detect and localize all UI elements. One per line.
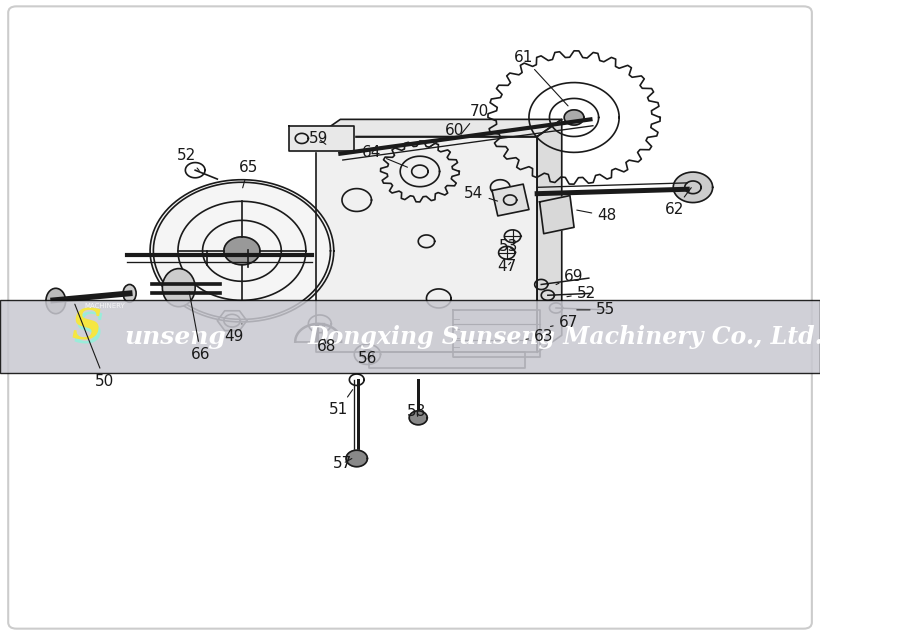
Text: 48: 48 [577,208,616,224]
Text: 58: 58 [407,404,427,419]
Polygon shape [150,180,334,322]
Ellipse shape [162,269,195,307]
Polygon shape [492,184,529,216]
Polygon shape [369,352,525,368]
Text: 62: 62 [665,188,691,217]
Text: 70: 70 [461,104,490,135]
Polygon shape [673,172,713,203]
Polygon shape [217,311,247,331]
Text: 47: 47 [497,259,517,274]
Text: 67: 67 [551,315,578,330]
Text: 50: 50 [75,304,114,389]
Polygon shape [289,126,355,151]
Text: 60: 60 [428,123,464,148]
Text: 68: 68 [317,338,336,354]
Polygon shape [224,237,260,265]
Text: 49: 49 [224,324,243,344]
Text: 53: 53 [499,239,518,254]
Text: 55: 55 [577,302,615,318]
Text: 51: 51 [329,390,353,417]
Text: 61: 61 [514,50,568,106]
Ellipse shape [46,288,66,314]
Polygon shape [453,310,540,357]
Text: 56: 56 [357,351,377,366]
Polygon shape [540,196,574,234]
Polygon shape [537,119,562,352]
Polygon shape [346,450,367,467]
Polygon shape [316,119,562,137]
Text: 69: 69 [556,269,584,284]
Text: 64: 64 [362,145,408,167]
Text: MACHINERY: MACHINERY [85,303,125,309]
Text: 65: 65 [238,159,258,188]
Text: 66: 66 [189,291,211,362]
Text: S: S [74,311,104,352]
Text: 57: 57 [333,456,353,471]
Ellipse shape [123,284,136,302]
Text: Dongxing Sunseng Machinery Co., Ltd.: Dongxing Sunseng Machinery Co., Ltd. [308,324,824,349]
FancyBboxPatch shape [8,6,812,629]
Text: 52: 52 [567,286,596,301]
Polygon shape [410,411,427,425]
Polygon shape [316,137,537,352]
Text: 63: 63 [526,329,554,344]
Text: 52: 52 [177,148,199,171]
Text: unseng: unseng [124,324,227,349]
Text: 54: 54 [464,186,498,201]
Polygon shape [564,110,584,125]
FancyBboxPatch shape [0,300,820,373]
Text: S: S [71,306,101,348]
Text: 59: 59 [309,131,328,146]
